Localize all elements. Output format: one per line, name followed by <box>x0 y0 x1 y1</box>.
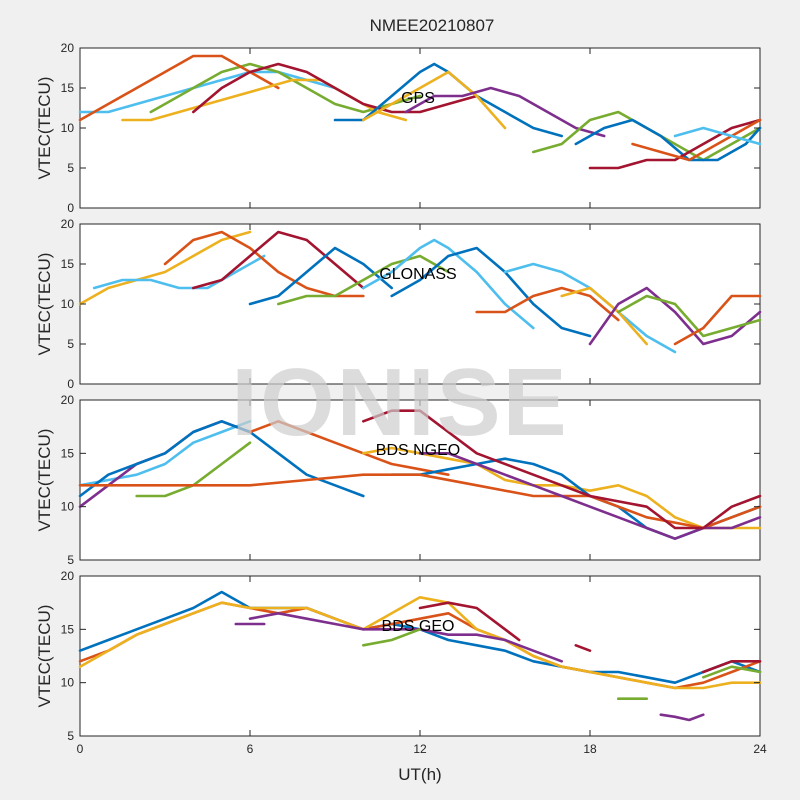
y-tick-label-3-2: 15 <box>61 622 75 636</box>
panel-label-3: BDS GEO <box>382 618 455 635</box>
x-tick-label-1: 6 <box>247 742 254 756</box>
y-tick-label-1-2: 10 <box>61 297 75 311</box>
series-line-2-0 <box>78 419 252 487</box>
series-line-1-8 <box>475 286 620 322</box>
y-tick-label-1-4: 20 <box>61 217 75 231</box>
x-tick-label-2: 12 <box>413 742 427 756</box>
plot-area-3 <box>79 575 761 737</box>
x-tick-label-0: 0 <box>77 742 84 756</box>
series-line-0-4 <box>192 62 479 114</box>
series-line-3-11 <box>701 659 762 674</box>
series-line-3-8 <box>701 665 762 679</box>
series-line-0-6 <box>361 70 507 130</box>
series-line-3-5 <box>659 713 705 722</box>
y-axis-label-3: VTEC(TECU) <box>35 605 54 708</box>
y-tick-label-3-3: 20 <box>61 569 75 583</box>
series-line-1-2 <box>163 230 365 298</box>
y-tick-label-3-1: 10 <box>61 676 75 690</box>
series-line-3-2 <box>78 595 762 690</box>
series-line-2-7 <box>78 473 762 530</box>
series-line-3-6 <box>361 627 422 647</box>
chart-panels: 05101520GPSVTEC(TECU)05101520GLONASSVTEC… <box>35 41 767 756</box>
panel-2: 5 10 15 20 BDS NGEO VTEC(TECU) <box>35 393 762 567</box>
series-line-1-13 <box>673 294 762 346</box>
series-line-1-12 <box>616 294 762 338</box>
series-line-0-12 <box>673 126 762 146</box>
series-line-1-0 <box>78 230 252 306</box>
series-line-0-7 <box>404 86 606 138</box>
y-axis-label-0: VTEC(TECU) <box>35 77 54 180</box>
series-line-1-4 <box>248 246 394 306</box>
y-axis-label-2: VTEC(TECU) <box>35 429 54 532</box>
series-line-0-9 <box>574 118 762 162</box>
series-line-1-7 <box>390 246 592 338</box>
y-tick-label-2-3: 20 <box>61 393 75 407</box>
y-tick-label-1-0: 0 <box>67 377 74 391</box>
series-line-2-4 <box>248 419 450 477</box>
series-line-0-11 <box>631 118 762 162</box>
series-line-1-5 <box>276 254 450 306</box>
series-line-1-1 <box>92 254 266 290</box>
figure-title: NMEE20210807 <box>370 16 495 35</box>
series-line-3-9 <box>418 601 521 642</box>
plot-area-2 <box>79 399 761 561</box>
series-line-0-0 <box>78 70 337 114</box>
series-line-3-10 <box>574 643 592 653</box>
series-line-1-10 <box>560 286 649 346</box>
series-line-0-10 <box>588 118 762 170</box>
panel-0: 0 5 10 15 20 GPS VTEC(TECU) <box>35 41 762 215</box>
series-line-1-6 <box>361 238 535 330</box>
plot-area-1 <box>79 223 761 385</box>
y-tick-label-0-4: 20 <box>61 41 75 55</box>
y-tick-label-0-3: 15 <box>61 81 75 95</box>
panel-3: 0 6 12 18 24 5 10 15 20 BDS GEO VTEC(TECU) <box>35 569 767 756</box>
x-tick-label-3: 18 <box>583 742 597 756</box>
y-tick-label-2-0: 5 <box>67 553 74 567</box>
x-axis-label: UT(h) <box>398 765 441 784</box>
panel-label-1: GLONASS <box>379 266 456 283</box>
y-tick-label-3-0: 5 <box>67 729 74 743</box>
y-tick-label-1-1: 5 <box>67 337 74 351</box>
panel-1: 0 5 10 15 20 GLONASS VTEC(TECU) <box>35 217 762 391</box>
panel-label-0: GPS <box>401 90 435 107</box>
y-tick-label-2-1: 10 <box>61 500 75 514</box>
series-line-2-9 <box>361 409 762 530</box>
series-line-1-11 <box>588 286 762 346</box>
y-tick-label-1-3: 15 <box>61 257 75 271</box>
y-tick-label-2-2: 15 <box>61 446 75 460</box>
y-axis-label-1: VTEC(TECU) <box>35 253 54 356</box>
series-line-1-3 <box>192 230 365 290</box>
x-tick-label-4: 24 <box>753 742 767 756</box>
series-line-0-5 <box>333 62 564 138</box>
panel-label-2: BDS NGEO <box>376 442 460 459</box>
y-tick-label-0-1: 5 <box>67 161 74 175</box>
y-tick-label-0-2: 10 <box>61 121 75 135</box>
y-tick-label-0-0: 0 <box>67 201 74 215</box>
series-line-3-3 <box>248 611 564 663</box>
series-line-0-2 <box>78 54 280 122</box>
